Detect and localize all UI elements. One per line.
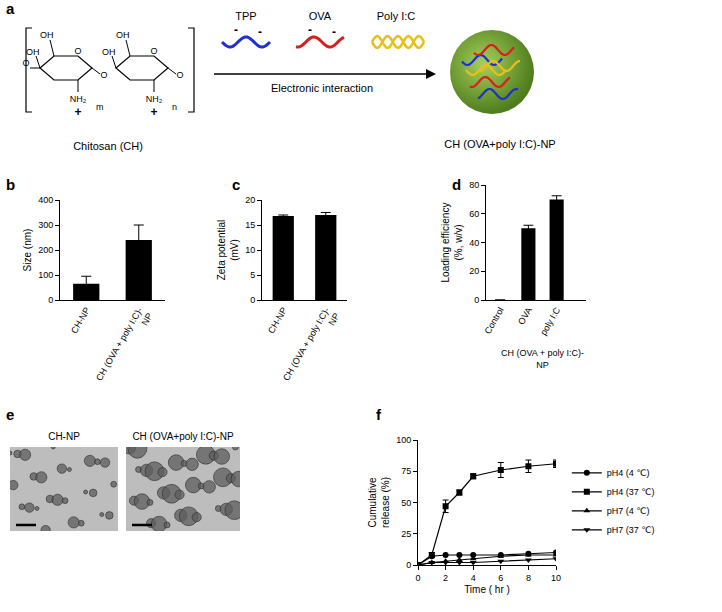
svg-text:Control: Control xyxy=(483,306,506,336)
svg-text:OH: OH xyxy=(26,47,40,57)
svg-text:100: 100 xyxy=(38,270,53,280)
svg-text:400: 400 xyxy=(38,195,53,205)
svg-text:20: 20 xyxy=(245,195,255,205)
svg-text:CH (OVA + poly I:C)-NP: CH (OVA + poly I:C)-NP xyxy=(94,306,154,389)
svg-text:50: 50 xyxy=(401,498,411,508)
svg-text:OH: OH xyxy=(102,47,116,57)
svg-text:-: - xyxy=(234,23,238,37)
svg-text:m: m xyxy=(96,102,104,112)
svg-text:OVA: OVA xyxy=(516,306,534,327)
svg-text:5: 5 xyxy=(250,270,255,280)
svg-text:10: 10 xyxy=(245,245,255,255)
svg-text:O: O xyxy=(150,46,157,56)
svg-text:-: - xyxy=(258,25,262,39)
svg-text:25: 25 xyxy=(401,529,411,539)
svg-text:75: 75 xyxy=(401,466,411,476)
svg-text:OH: OH xyxy=(116,30,130,40)
svg-text:10: 10 xyxy=(551,573,561,583)
svg-text:15: 15 xyxy=(245,220,255,230)
svg-text:Electronic interaction: Electronic interaction xyxy=(271,82,373,94)
svg-text:e: e xyxy=(6,406,14,423)
svg-text:200: 200 xyxy=(38,245,53,255)
svg-text:Chitosan (CH): Chitosan (CH) xyxy=(73,140,143,152)
svg-text:pH7 (4 ℃): pH7 (4 ℃) xyxy=(607,506,650,516)
svg-text:Loading efficiency(%, w/v): Loading efficiency(%, w/v) xyxy=(440,203,464,283)
svg-text:0: 0 xyxy=(406,560,411,570)
svg-text:+: + xyxy=(74,105,81,119)
svg-text:b: b xyxy=(6,176,15,193)
svg-text:pH7 (37 ℃): pH7 (37 ℃) xyxy=(607,525,655,535)
svg-text:0: 0 xyxy=(250,295,255,305)
svg-text:4: 4 xyxy=(471,573,476,583)
svg-text:CH (OVA + poly I:C)-NP: CH (OVA + poly I:C)-NP xyxy=(501,348,584,370)
svg-text:CH (OVA + poly I:C)-NP: CH (OVA + poly I:C)-NP xyxy=(281,306,341,389)
svg-text:Size (nm): Size (nm) xyxy=(22,229,33,272)
svg-text:CH-NP: CH-NP xyxy=(266,306,289,336)
svg-text:40: 40 xyxy=(469,238,479,248)
svg-text:poly I:C: poly I:C xyxy=(538,305,562,337)
svg-text:20: 20 xyxy=(469,266,479,276)
svg-text:8: 8 xyxy=(526,573,531,583)
svg-text:d: d xyxy=(452,176,461,193)
svg-text:OVA: OVA xyxy=(309,10,332,22)
svg-text:NH₂: NH₂ xyxy=(146,94,163,104)
svg-text:+: + xyxy=(150,105,157,119)
svg-text:0: 0 xyxy=(48,295,53,305)
svg-text:pH4 (4 ℃): pH4 (4 ℃) xyxy=(607,468,650,478)
svg-text:pH4 (37 ℃): pH4 (37 ℃) xyxy=(607,487,655,497)
svg-text:0: 0 xyxy=(415,573,420,583)
svg-text:80: 80 xyxy=(469,180,479,190)
svg-text:O: O xyxy=(176,70,183,80)
svg-text:c: c xyxy=(232,176,240,193)
svg-text:NH₂: NH₂ xyxy=(70,94,87,104)
svg-text:Cumulativerelease (%): Cumulativerelease (%) xyxy=(367,477,391,528)
svg-text:CH (OVA+poly I:C)-NP: CH (OVA+poly I:C)-NP xyxy=(444,138,555,150)
svg-text:Zeta potential(mV): Zeta potential(mV) xyxy=(216,220,240,281)
svg-text:300: 300 xyxy=(38,220,53,230)
svg-text:f: f xyxy=(376,406,382,423)
svg-text:0: 0 xyxy=(474,295,479,305)
svg-text:O: O xyxy=(22,58,29,68)
svg-text:TPP: TPP xyxy=(235,10,256,22)
svg-text:O: O xyxy=(74,46,81,56)
svg-text:CH (OVA+poly I:C)-NP: CH (OVA+poly I:C)-NP xyxy=(132,431,234,442)
svg-text:6: 6 xyxy=(498,573,503,583)
svg-text:-: - xyxy=(332,25,336,39)
svg-text:n: n xyxy=(172,102,177,112)
svg-text:OH: OH xyxy=(40,30,54,40)
svg-text:CH-NP: CH-NP xyxy=(48,431,80,442)
svg-text:CH-NP: CH-NP xyxy=(69,306,92,336)
svg-text:2: 2 xyxy=(443,573,448,583)
svg-text:a: a xyxy=(6,0,15,17)
svg-text:60: 60 xyxy=(469,209,479,219)
svg-text:-: - xyxy=(308,23,312,37)
svg-text:O: O xyxy=(100,70,107,80)
svg-text:Time ( hr ): Time ( hr ) xyxy=(464,584,510,595)
svg-text:Poly I:C: Poly I:C xyxy=(377,10,416,22)
svg-text:100: 100 xyxy=(396,435,411,445)
